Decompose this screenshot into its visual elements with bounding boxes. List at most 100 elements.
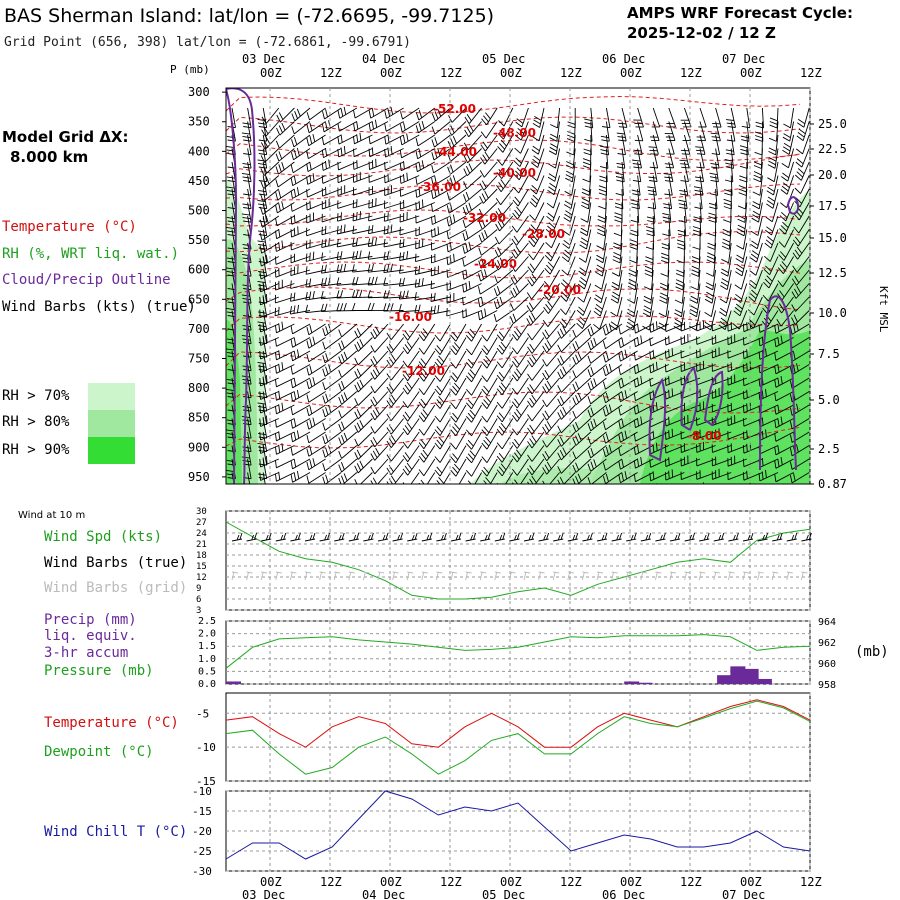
temperature-contour bbox=[226, 183, 801, 201]
wind-barb bbox=[464, 107, 482, 124]
wind-barb bbox=[431, 148, 451, 161]
wind-barb bbox=[477, 283, 498, 295]
wind-barb bbox=[290, 147, 311, 161]
wind-barb bbox=[477, 308, 498, 321]
wind-barb bbox=[512, 391, 529, 409]
wind-barb bbox=[782, 134, 795, 155]
wind-barb bbox=[512, 377, 529, 395]
wind-barb bbox=[415, 160, 436, 173]
wind-barb bbox=[478, 215, 498, 230]
wind-barb bbox=[430, 304, 451, 315]
wind-barb bbox=[691, 256, 701, 277]
wind-barb bbox=[337, 145, 357, 158]
precip-legend: Precip (mm) bbox=[44, 612, 137, 628]
wind-barb bbox=[581, 175, 592, 196]
wind-barb bbox=[386, 364, 404, 381]
wind-barb bbox=[696, 441, 716, 453]
wind-barb bbox=[402, 431, 420, 449]
wind-barb bbox=[614, 188, 624, 210]
wind-barb-grid bbox=[596, 571, 604, 581]
wind-barb-grid bbox=[377, 571, 385, 581]
wind-barb bbox=[462, 269, 482, 280]
wind-barb bbox=[661, 229, 670, 250]
precip-bar bbox=[743, 668, 759, 684]
wind-barb-grid bbox=[508, 571, 516, 581]
wind-barb bbox=[259, 254, 280, 267]
wind-barb-true bbox=[480, 532, 491, 542]
wind-barb bbox=[512, 364, 529, 382]
wind-barb bbox=[758, 469, 779, 482]
wind-barb bbox=[721, 229, 732, 250]
wind-barb bbox=[402, 458, 420, 476]
wind-barb bbox=[792, 256, 810, 273]
wind-barb bbox=[619, 486, 638, 496]
wind-barb bbox=[290, 323, 311, 335]
wind-barb bbox=[478, 269, 498, 282]
wind-barb bbox=[564, 175, 576, 196]
wind-barb bbox=[257, 350, 268, 372]
wind-barb bbox=[338, 377, 358, 392]
date-label-bottom: 04 Dec bbox=[362, 888, 405, 900]
wind-barb bbox=[322, 404, 342, 418]
pressure-tick-label: 600 bbox=[188, 263, 210, 277]
contour-label: -16.00 bbox=[389, 310, 432, 324]
wind-barb bbox=[789, 444, 810, 457]
wind-barb bbox=[306, 133, 326, 147]
wind-barb bbox=[527, 418, 545, 435]
wind-barb bbox=[642, 296, 654, 318]
wind-barb bbox=[415, 238, 435, 250]
wind-barb bbox=[722, 215, 732, 237]
wind-barb bbox=[307, 486, 326, 497]
wind-barb bbox=[479, 161, 498, 178]
precip-panel-frame bbox=[225, 620, 811, 685]
wind-barb bbox=[306, 431, 326, 444]
wind-barb bbox=[735, 256, 748, 277]
wind-barb bbox=[664, 347, 685, 360]
wind-barb bbox=[447, 121, 467, 136]
wind-barb bbox=[774, 457, 794, 469]
wind-barb bbox=[399, 172, 420, 184]
wind-barb bbox=[306, 350, 326, 363]
wind-barb bbox=[649, 121, 660, 142]
wind-barb-true bbox=[246, 532, 258, 542]
wind-barb bbox=[259, 215, 280, 228]
wind-barb bbox=[387, 486, 404, 502]
wind-barb bbox=[370, 418, 389, 434]
wind-barb bbox=[581, 188, 592, 210]
wind-barb bbox=[481, 323, 498, 342]
wind-barb bbox=[587, 391, 607, 405]
wind-barb bbox=[645, 242, 654, 264]
wind-barb bbox=[557, 364, 576, 380]
wind-barb-grid bbox=[669, 571, 677, 581]
wind-barb bbox=[352, 211, 373, 222]
wind-barb bbox=[532, 121, 545, 142]
wind-barb bbox=[660, 256, 670, 277]
wind-barb bbox=[739, 134, 749, 156]
kft-tick-label: 7.5 bbox=[818, 347, 840, 361]
wind-barb bbox=[680, 107, 692, 128]
wind-barb bbox=[274, 458, 295, 469]
wind-barb bbox=[478, 242, 498, 256]
wind-barb-grid bbox=[567, 571, 574, 581]
wind-barb bbox=[383, 263, 404, 274]
wind-barb bbox=[465, 377, 482, 396]
wind-barb bbox=[336, 263, 357, 273]
wind-barb bbox=[512, 445, 529, 463]
wind-barb bbox=[464, 121, 482, 138]
wind-barb bbox=[290, 404, 311, 416]
wind-barb bbox=[527, 350, 545, 368]
wind-barb bbox=[777, 269, 794, 288]
wind-barb bbox=[403, 486, 419, 502]
wind-barb bbox=[306, 445, 326, 457]
wind-barb bbox=[479, 175, 498, 191]
wind-barb bbox=[446, 202, 467, 214]
wind-barb bbox=[577, 283, 592, 303]
wind-barb bbox=[480, 121, 498, 139]
pressure-tick-label: 800 bbox=[188, 381, 210, 395]
wind-barb bbox=[682, 121, 691, 142]
wind-barb bbox=[774, 416, 794, 429]
wind-barb bbox=[680, 455, 701, 467]
wind-barb bbox=[227, 188, 236, 210]
wind-barb bbox=[664, 388, 685, 400]
wind-barb bbox=[602, 107, 611, 129]
